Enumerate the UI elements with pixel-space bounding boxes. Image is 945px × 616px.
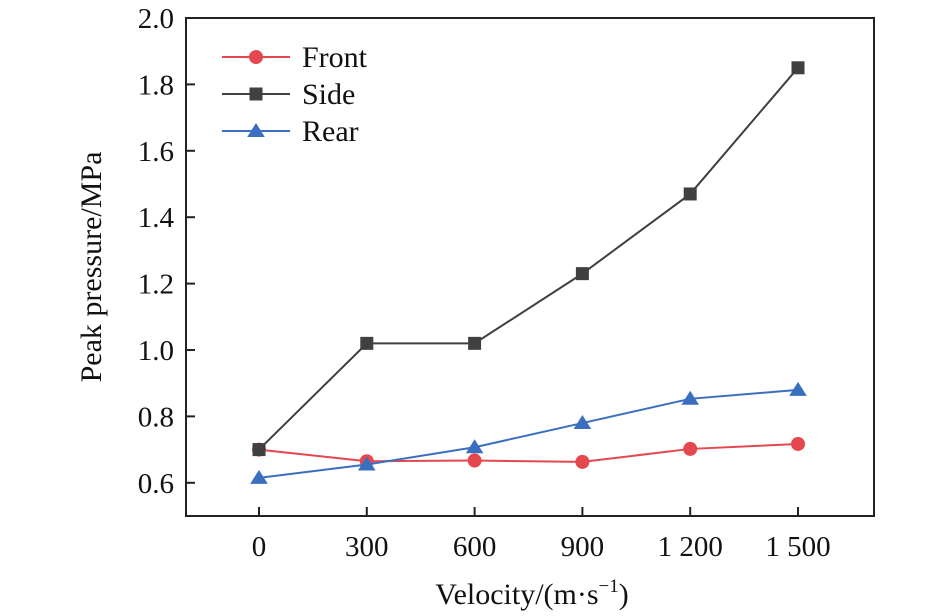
y-tick-label: 0.6 [138,468,174,500]
legend-label-side: Side [302,78,355,111]
y-axis-label: Peak pressure/MPa [75,152,108,383]
data-point-rear [250,469,268,484]
x-axis: 0 300 600 900 1 200 1 500 [252,507,831,563]
y-tick-label: 1.8 [138,69,174,101]
data-point-front [575,454,590,469]
legend-marker-front [249,50,263,64]
data-point-rear [573,415,592,430]
y-tick-label: 0.8 [138,401,174,433]
data-point-front [791,436,805,451]
legend-marker-side [249,87,263,101]
y-tick-label: 1.6 [138,136,174,168]
plot-area [185,17,875,517]
x-tick-label: 1 500 [765,531,830,563]
legend-item-front: Front [222,41,368,74]
plot-border [185,17,875,517]
y-tick-label: 1.4 [138,202,175,234]
legend-item-rear: Rear [222,115,359,148]
data-point-rear [358,456,376,471]
legend: Front Side Rear [222,41,368,148]
x-axis-label-superscript: −1 [599,576,619,597]
x-axis-label-suffix: ) [619,578,629,611]
series-side [252,61,805,457]
y-tick-label: 1.2 [138,269,174,301]
x-tick-label: 600 [453,531,497,563]
y-axis: 0.6 0.8 1.0 1.2 1.4 1.6 1.8 2.0 [138,3,195,500]
x-tick-label: 900 [561,531,605,563]
y-tick-label: 1.0 [138,335,174,367]
data-point-rear [465,439,484,454]
legend-item-side: Side [222,78,355,111]
data-point-side [791,61,805,75]
series-line-rear [258,388,799,479]
legend-marker-rear [247,123,265,137]
series-line-side [258,67,799,451]
data-point-front [467,453,482,468]
data-point-side [468,336,482,350]
data-point-side [252,443,266,457]
data-point-rear [789,381,807,396]
x-axis-label: Velocity/(m·s−1) [435,576,629,611]
legend-label-front: Front [302,41,368,74]
data-point-rear [681,390,699,405]
legend-label-rear: Rear [302,115,359,148]
x-tick-label: 1 200 [658,531,723,563]
data-point-side [683,187,697,201]
series-line-front [258,442,799,463]
series-front [252,436,805,469]
series-rear [250,381,807,484]
y-tick-label: 2.0 [138,3,174,35]
data-point-front [683,441,698,456]
data-point-side [575,267,589,281]
series-layer [250,61,807,484]
data-point-side [360,336,374,350]
x-tick-label: 0 [252,531,267,563]
x-tick-label: 300 [345,531,389,563]
